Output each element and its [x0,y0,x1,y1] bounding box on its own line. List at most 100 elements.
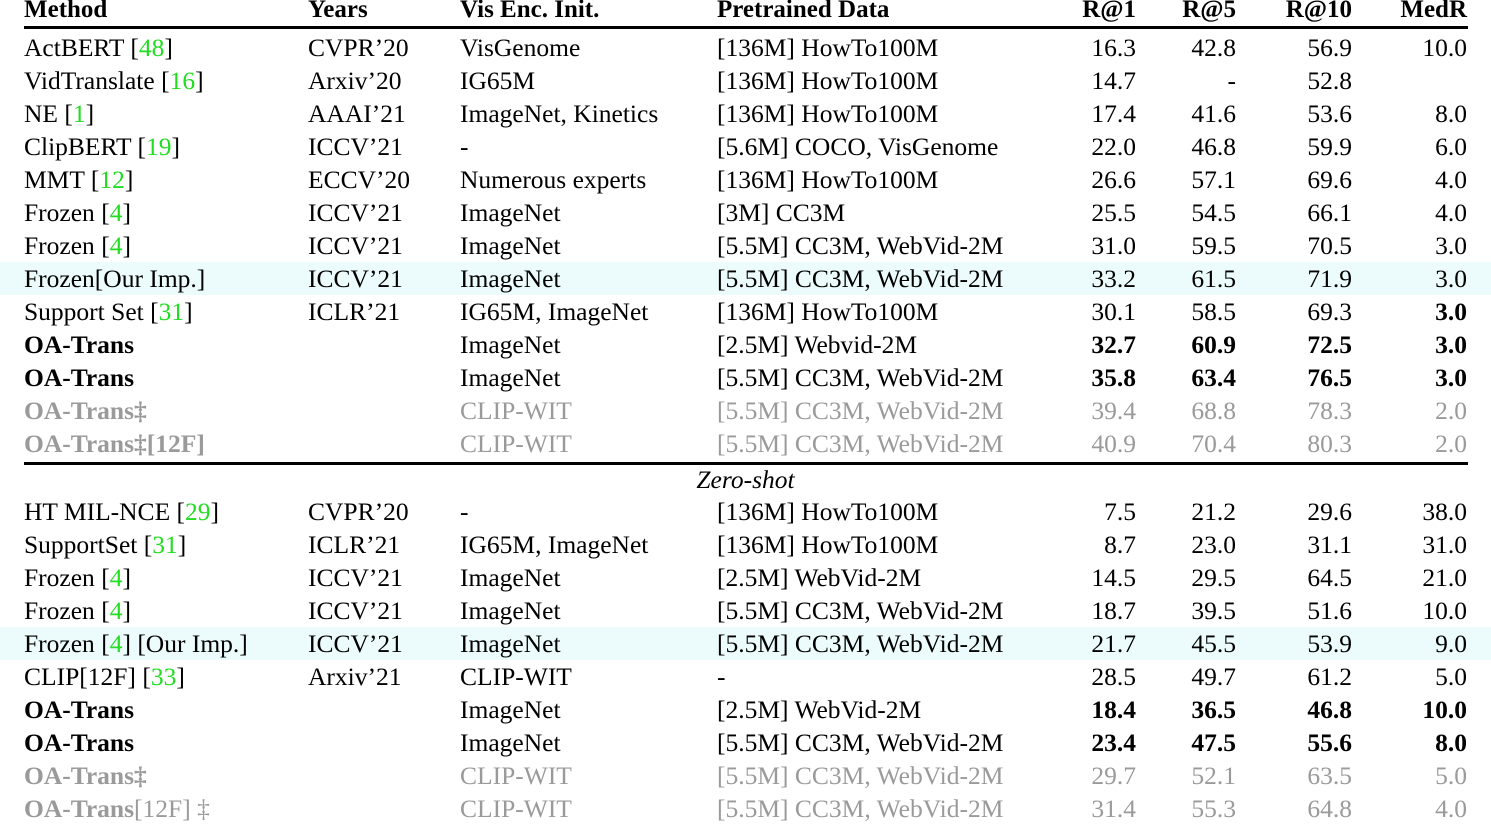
cell-vis-enc-init: ImageNet [460,629,561,658]
cell-r5: 70.4 [1191,429,1236,458]
cell-pretrained-data: [136M] HowTo100M [717,297,939,326]
cell-pretrained-data: [136M] HowTo100M [717,66,939,95]
cell-method: Frozen [4] [24,563,131,592]
cell-medr: 3.0 [1435,363,1467,392]
citation-link[interactable]: 4 [109,231,123,260]
cell-r10: 52.8 [1307,66,1352,95]
cell-vis-enc-init: Numerous experts [460,165,647,194]
cell-r5: 29.5 [1191,563,1236,592]
citation-link[interactable]: 4 [109,198,123,227]
cell-r5: 23.0 [1191,530,1236,559]
method-name: Frozen [24,563,95,592]
cell-medr: 2.0 [1435,396,1467,425]
header-r5: R@5 [1182,0,1236,23]
method-name: OA-Trans [24,695,135,724]
citation-link[interactable]: 1 [72,99,86,128]
cell-method: OA-Trans‡[12F] [24,427,205,460]
cell-pretrained-data: - [717,662,726,691]
cell-medr: 3.0 [1435,231,1467,260]
citation-link[interactable]: 33 [150,662,177,691]
cell-vis-enc-init: ImageNet [460,231,561,260]
zero-shot-section: HT MIL-NCE [29] CVPR’20 - [136M] HowTo100M 7… [0,495,1491,825]
method-name: Frozen [24,629,95,658]
cell-medr: 3.0 [1435,330,1467,359]
method-name: ActBERT [24,33,124,62]
table-row: SupportSet [31] ICLR’21 IG65M, ImageNet [13… [0,528,1491,561]
method-name: OA-Trans [24,794,135,823]
citation-link[interactable]: 16 [169,66,196,95]
header-r1: R@1 [1082,0,1136,23]
cell-vis-enc-init: CLIP-WIT [460,761,572,790]
cell-years: Arxiv’21 [308,662,402,691]
cell-pretrained-data: [136M] HowTo100M [717,530,939,559]
citation-link[interactable]: 4 [109,596,123,625]
cell-r1: 31.4 [1091,794,1136,823]
cell-r5: 46.8 [1191,132,1236,161]
cell-pretrained-data: [136M] HowTo100M [717,165,939,194]
cell-r5: 21.2 [1191,497,1236,526]
citation-link[interactable]: 31 [158,297,185,326]
cell-r10: 78.3 [1307,396,1352,425]
table-row: ClipBERT [19] ICCV’21 - [5.6M] COCO, VisGen… [0,130,1491,163]
cell-r1: 18.7 [1091,596,1136,625]
cell-method: OA-Trans‡ [24,394,147,427]
table-row: OA-Trans ImageNet [5.5M] CC3M, WebVid-2M 23… [0,726,1491,759]
cell-pretrained-data: [2.5M] WebVid-2M [717,563,922,592]
citation-link[interactable]: 48 [138,33,165,62]
citation-link[interactable]: 12 [99,165,125,194]
cell-medr: 8.0 [1435,99,1467,128]
cell-medr: 6.0 [1435,132,1467,161]
zero-shot-label-row: Zero-shot [0,465,1491,495]
cell-pretrained-data: [136M] HowTo100M [717,33,939,62]
cell-pretrained-data: [136M] HowTo100M [717,497,939,526]
cell-vis-enc-init: CLIP-WIT [460,794,572,823]
cell-method: Frozen [4] [Our Imp.] [24,629,248,658]
method-name: OA-Trans [24,330,135,359]
cell-pretrained-data: [5.5M] CC3M, WebVid-2M [717,429,1004,458]
cell-r5: 57.1 [1191,165,1236,194]
cell-method: HT MIL-NCE [29] [24,497,220,526]
cell-r5: 61.5 [1191,264,1236,293]
cell-vis-enc-init: IG65M [460,66,536,95]
cell-vis-enc-init: IG65M, ImageNet [460,530,649,559]
cell-method: OA-Trans [24,328,134,361]
cell-r10: 59.9 [1307,132,1352,161]
cell-r10: 55.6 [1307,728,1352,757]
method-suffix: [12F] ‡ [134,794,210,823]
cell-r5: 52.1 [1191,761,1236,790]
table-row: OA-Trans ImageNet [2.5M] WebVid-2M 18.4 36.5… [0,693,1491,726]
table-row: OA-Trans‡[12F] CLIP-WIT [5.5M] CC3M, WebVi… [0,427,1491,460]
cell-vis-enc-init: CLIP-WIT [460,429,572,458]
cell-years: ICCV’21 [308,264,403,293]
table-row: CLIP[12F] [33] Arxiv’21 CLIP-WIT - 28.5 49.7 6… [0,660,1491,693]
cell-r1: 21.7 [1091,629,1136,658]
cell-vis-enc-init: - [460,132,469,161]
cell-vis-enc-init: ImageNet [460,198,561,227]
table-row: OA-Trans‡ CLIP-WIT [5.5M] CC3M, WebVid-2M 2… [0,759,1491,792]
cell-pretrained-data: [5.5M] CC3M, WebVid-2M [717,761,1004,790]
cell-r1: 14.7 [1091,66,1136,95]
cell-years: ICCV’21 [308,132,403,161]
cell-years: ICCV’21 [308,198,403,227]
cell-r1: 18.4 [1091,695,1136,724]
cell-years: ICCV’21 [308,596,403,625]
cell-method: OA-Trans‡ [24,759,147,792]
citation-link[interactable]: 29 [185,497,211,526]
citation-link[interactable]: 31 [152,530,178,559]
cell-pretrained-data: [5.5M] CC3M, WebVid-2M [717,363,1004,392]
cell-r10: 29.6 [1307,497,1352,526]
cell-r10: 31.1 [1307,530,1352,559]
header-method: Method [24,0,108,23]
table-row: MMT [12] ECCV’20 Numerous experts [136M] Ho… [0,163,1491,196]
cell-years: CVPR’20 [308,33,409,62]
cell-medr: 10.0 [1422,596,1467,625]
citation-link[interactable]: 4 [109,563,123,592]
cell-vis-enc-init: ImageNet [460,596,561,625]
cell-years: AAAI’21 [308,99,406,128]
citation-link[interactable]: 4 [109,629,123,658]
cell-r10: 72.5 [1307,330,1352,359]
table-row: OA-Trans ImageNet [5.5M] CC3M, WebVid-2M 35… [0,361,1491,394]
citation-link[interactable]: 19 [145,132,172,161]
cell-method: OA-Trans[12F] ‡ [24,792,210,825]
cell-years: ICLR’21 [308,530,401,559]
